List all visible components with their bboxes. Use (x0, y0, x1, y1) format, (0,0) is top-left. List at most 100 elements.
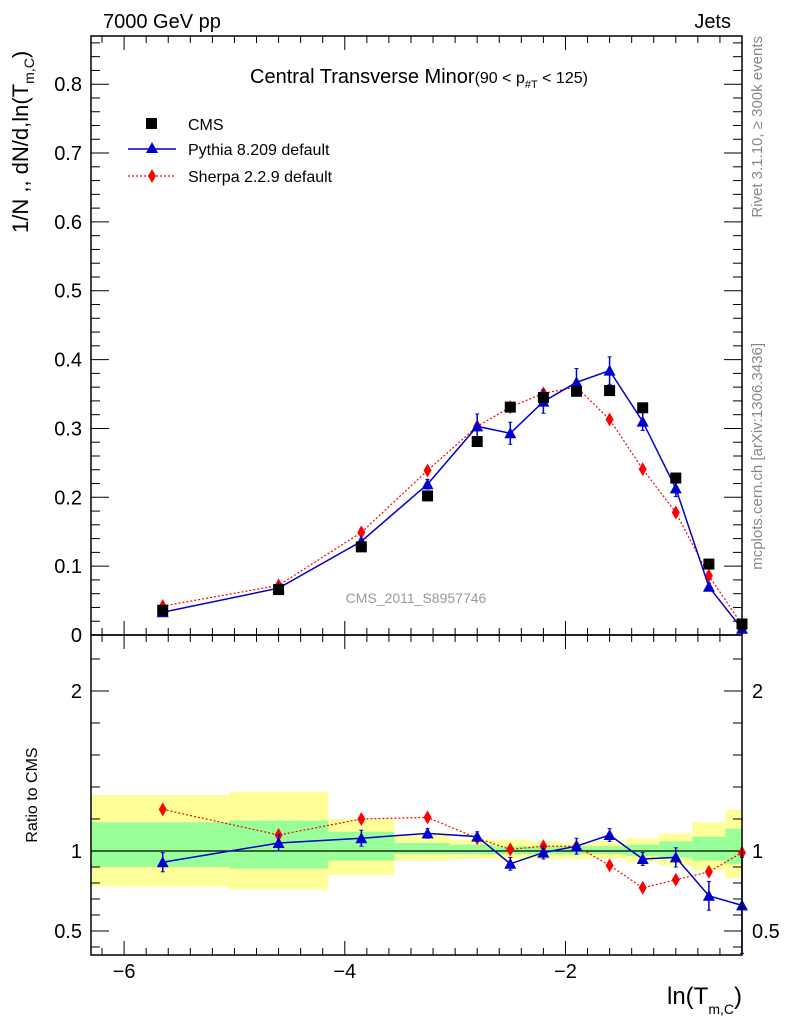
cms-point (422, 490, 434, 502)
x-tick-label: −2 (554, 961, 577, 983)
y-tick-label-main: 0.8 (54, 74, 82, 96)
pythia-point (570, 376, 583, 388)
band-green (449, 844, 494, 855)
legend-cms-marker (146, 118, 157, 129)
sherpa-ratio-point (605, 858, 614, 873)
main-title-cut-sub: #T (525, 79, 538, 91)
band-green (725, 828, 742, 864)
y-tick-label-main: 0.3 (54, 418, 82, 440)
y-tick-label-ratio: 1 (71, 841, 82, 863)
cms-point (570, 385, 582, 397)
cms-point (471, 436, 483, 448)
pythia-ratio-point (471, 830, 484, 842)
sherpa-point (638, 462, 647, 477)
pythia-point (669, 482, 682, 494)
pythia-ratio-point (272, 837, 285, 848)
header-energy: 7000 GeV pp (103, 11, 221, 33)
main-ticks: 0 0.1 0.2 0.3 0.4 0.5 0.6 0.7 0.8 (54, 36, 743, 647)
cms-point (703, 558, 715, 570)
pythia-ratio-point (537, 846, 550, 858)
sherpa-ratio-point (671, 872, 680, 887)
x-axis-label-sub: m,C (708, 1001, 734, 1017)
legend-pythia-marker (146, 142, 158, 153)
legend-sherpa-marker (148, 169, 156, 183)
y-tick-label-ratio-right: 0.5 (752, 921, 780, 943)
y-tick-label-main: 0.6 (54, 212, 82, 234)
y-tick-label-ratio-right: 1 (752, 841, 763, 863)
sherpa-point (423, 463, 432, 478)
pythia-point (603, 364, 616, 376)
main-title-cut-post: < 125) (538, 70, 588, 87)
sherpa-ratio-point (357, 812, 366, 826)
cms-point (637, 402, 649, 414)
legend-cms-label: CMS (188, 117, 224, 134)
x-axis-label-main: ln(T (667, 983, 709, 1010)
y-tick-label-main: 0.4 (54, 350, 82, 372)
main-title: Central Transverse Minor(90 < p#T < 125) (250, 66, 588, 91)
y-axis-label: 1/N ,, dN/d,ln(Tm,C) (8, 51, 37, 233)
pythia-ratio-point (421, 827, 434, 839)
main-series (156, 356, 748, 634)
pythia-ratio-point (603, 829, 616, 840)
sherpa-ratio-point (506, 842, 515, 857)
y-tick-label-main: 0.2 (54, 487, 82, 509)
sherpa-ratio-point (158, 802, 167, 817)
legend-pythia-label: Pythia 8.209 default (188, 142, 330, 159)
pythia-point (702, 580, 715, 592)
band-green (692, 836, 726, 861)
y-tick-label-ratio: 0.5 (54, 921, 82, 943)
header-jets: Jets (694, 11, 731, 33)
band-green (593, 846, 627, 855)
y-tick-label-ratio-right: 2 (752, 681, 763, 703)
ratio-panel: −6 −4 −2 0.5 0.5 1 1 2 2 (54, 634, 780, 983)
pythia-point (471, 420, 484, 432)
main-title-cut: (90 < p (475, 70, 525, 87)
band-green (394, 843, 450, 855)
pythia-point (421, 478, 434, 490)
y-tick-label-main: 0.7 (54, 143, 82, 165)
pythia-ratio-point (669, 851, 682, 863)
y-axis-label-close: ) (8, 51, 33, 58)
pythia-point (504, 427, 517, 439)
legend: CMS Pythia 8.209 default Sherpa 2.2.9 de… (128, 117, 333, 186)
cms-point (273, 584, 285, 596)
ratio-ticks: −6 −4 −2 0.5 0.5 1 1 2 2 (54, 635, 780, 983)
watermark: CMS_2011_S8957746 (346, 590, 487, 606)
cms-point (537, 391, 549, 403)
cms-point (355, 541, 367, 553)
x-axis-label: ln(Tm,C) (667, 983, 742, 1017)
x-tick-label: −4 (333, 961, 356, 983)
main-title-text: Central Transverse Minor (250, 66, 475, 88)
y-tick-label-main: 0.5 (54, 281, 82, 303)
y-tick-label-ratio: 2 (71, 681, 82, 703)
y-axis-label-sub: m,C (21, 58, 37, 84)
ratio-frame (90, 634, 743, 956)
pythia-ratio-point (702, 889, 715, 901)
side-rivet: Rivet 3.1.10, ≥ 300k events (749, 36, 766, 218)
x-axis-label-close: ) (734, 983, 742, 1010)
pythia-ratio-point (504, 857, 517, 869)
sherpa-point (357, 525, 366, 540)
sherpa-point (671, 505, 680, 520)
side-mcplots: mcplots.cern.ch [arXiv:1306.3436] (749, 343, 766, 570)
sherpa-ratio-point (423, 810, 432, 825)
cms-point (604, 385, 616, 397)
ratio-bands (91, 791, 742, 890)
x-tick-label: −6 (113, 961, 136, 983)
cms-point (157, 604, 169, 616)
pythia-ratio-point (570, 840, 583, 852)
sherpa-point (605, 412, 614, 427)
ratio-y-axis-label: Ratio to CMS (24, 747, 41, 842)
y-axis-label-main: 1/N ,, dN/d,ln(T (8, 84, 33, 233)
y-tick-label-main: 0 (71, 625, 82, 647)
pythia-ratio-point (156, 856, 169, 868)
sherpa-ratio-point (638, 880, 647, 895)
cms-point (670, 472, 682, 484)
sherpa-ratio-point (704, 864, 713, 879)
band-green (91, 822, 229, 867)
pythia-ratio-point (355, 832, 368, 844)
cms-point (504, 401, 516, 413)
legend-sherpa-label: Sherpa 2.2.9 default (188, 169, 333, 186)
pythia-ratio-point (636, 853, 649, 864)
